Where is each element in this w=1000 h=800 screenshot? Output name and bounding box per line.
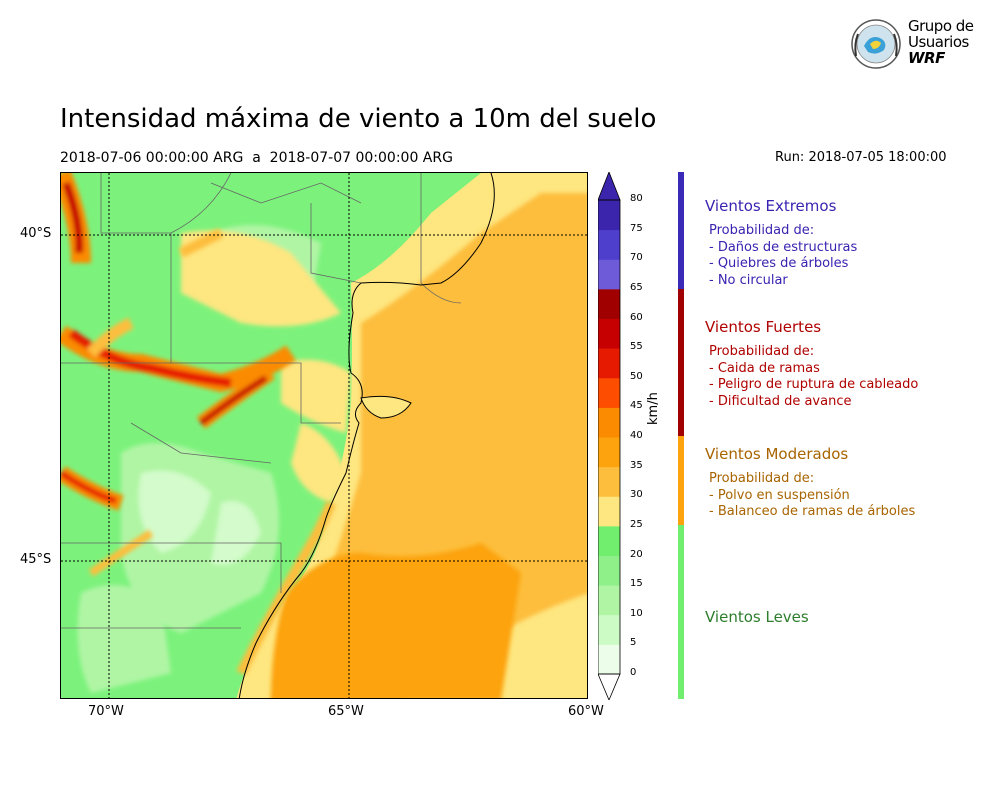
time-range-subtitle: 2018-07-06 00:00:00 ARG a 2018-07-07 00:… [60, 150, 453, 166]
lon-label-65w: 65°W [328, 704, 364, 719]
legend-strong-intro: Probabilidad de: [709, 344, 815, 359]
legend-bar-extreme [678, 172, 684, 289]
graticule [61, 173, 587, 698]
legend-strong-line: - Peligro de ruptura de cableado [709, 377, 919, 392]
colorbar-band [598, 585, 620, 616]
legend-extreme-title: Vientos Extremos [705, 197, 837, 215]
sea-strong-area [271, 543, 521, 698]
wind-map [60, 172, 588, 699]
peninsula [360, 395, 412, 419]
lon-label-70w: 70°W [88, 704, 124, 719]
colorbar-band [598, 377, 620, 408]
colorbar-tick-label: 5 [630, 637, 637, 649]
legend-strong-line: - Dificultad de avance [709, 393, 852, 409]
colorbar-tick-label: 50 [630, 370, 643, 382]
lat-label-45s: 45°S [20, 552, 52, 567]
legend-strong-line: - Caida de ramas [709, 360, 820, 376]
colorbar-band [598, 525, 620, 556]
legend-strong-title: Vientos Fuertes [705, 318, 822, 336]
colorbar-band [598, 614, 620, 645]
colorbar-band [598, 496, 620, 527]
wrf-logo [851, 19, 901, 69]
colorbar-band [598, 407, 620, 438]
colorbar-tick-label: 30 [630, 489, 643, 501]
wind-map-canvas [61, 173, 587, 698]
colorbar-tick-label: 75 [630, 222, 643, 234]
colorbar-band [598, 259, 620, 290]
logo-text: Grupo de Usuarios WRF [908, 18, 974, 66]
legend-moderate-intro: Probabilidad de: [709, 471, 815, 486]
colorbar-unit: km/h [646, 392, 661, 425]
legend-moderate-line: - Balanceo de ramas de árboles [709, 504, 916, 519]
legend-extreme-intro: Probabilidad de: [709, 223, 815, 238]
colorbar-top-arrow [598, 172, 621, 201]
colorbar-tick-label: 70 [630, 252, 643, 264]
colorbar-band [598, 555, 620, 586]
colorbar-tick-label: 55 [630, 341, 643, 353]
lon-label-60w: 60°W [568, 704, 604, 719]
province-borders [61, 173, 462, 629]
legend-moderate-line: - Polvo en suspensión [709, 487, 850, 503]
run-timestamp: Run: 2018-07-05 18:00:00 [775, 150, 947, 165]
colorbar-band [598, 437, 620, 468]
colorbar-tick-label: 0 [630, 667, 637, 678]
colorbar-band [598, 229, 620, 260]
colorbar-tick-label: 80 [630, 193, 643, 204]
logo-line-2: Usuarios [908, 33, 969, 51]
legend-light-title: Vientos Leves [705, 608, 809, 626]
colorbar-tick-label: 65 [630, 281, 643, 293]
legend-strong: Vientos Fuertes Probabilidad de: - Caida… [705, 318, 918, 410]
coastline [238, 173, 495, 698]
logo-line-1: Grupo de [908, 17, 974, 35]
colorbar-tick-label: 40 [630, 430, 643, 441]
colorbar-band [598, 318, 620, 349]
logo-line-3: WRF [908, 49, 945, 67]
colorbar-tick-label: 20 [630, 548, 643, 560]
colorbar-band [598, 644, 620, 675]
strong-wind-streaks [61, 173, 296, 577]
legend-moderate: Vientos Moderados Probabilidad de: - Pol… [705, 445, 915, 521]
colorbar [598, 172, 621, 700]
legend-bar-strong [678, 289, 684, 436]
colorbar-band [598, 348, 620, 379]
colorbar-tick-label: 10 [630, 607, 643, 619]
colorbar-band [598, 288, 620, 319]
colorbar-band [598, 200, 620, 231]
legend-extreme-line: - No circular [709, 272, 788, 288]
legend-extreme-line: - Quiebres de árboles [709, 256, 849, 271]
colorbar-tick-label: 35 [630, 459, 643, 471]
colorbar-tick-label: 25 [630, 518, 643, 530]
legend-bar-moderate [678, 436, 684, 525]
legend-extreme: Vientos Extremos Probabilidad de: - Daño… [705, 197, 857, 289]
moderate-land-areas [181, 230, 351, 503]
colorbar-bottom-arrow [598, 673, 621, 700]
colorbar-tick-label: 45 [630, 400, 643, 412]
legend-moderate-title: Vientos Moderados [705, 445, 849, 463]
legend-extreme-line: - Daños de estructuras [709, 239, 858, 255]
lat-label-40s: 40°S [20, 226, 52, 241]
legend-bar-light [678, 525, 684, 699]
page-title: Intensidad máxima de viento a 10m del su… [60, 104, 657, 134]
legend-light: Vientos Leves [705, 608, 809, 626]
legend-color-bar [678, 172, 684, 699]
colorbar-band [598, 466, 620, 497]
colorbar-tick-label: 60 [630, 311, 643, 323]
colorbar-tick-label: 15 [630, 578, 643, 590]
very-light-wind-areas [138, 470, 261, 565]
